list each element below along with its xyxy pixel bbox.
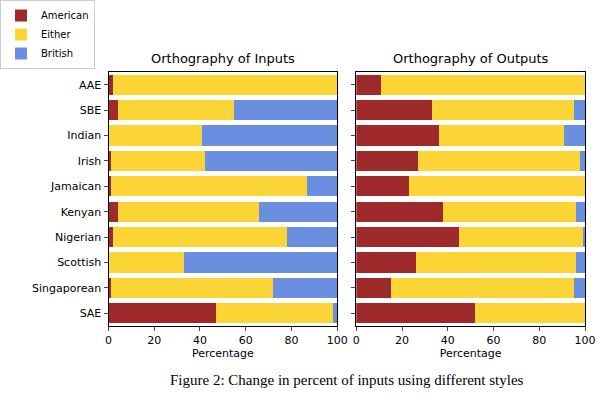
svg-text:100: 100	[575, 334, 596, 347]
svg-text:40: 40	[193, 334, 207, 347]
svg-text:60: 60	[487, 334, 501, 347]
svg-text:Orthography of Inputs: Orthography of Inputs	[151, 51, 295, 66]
svg-text:20: 20	[395, 334, 409, 347]
svg-text:SBE: SBE	[80, 104, 102, 117]
svg-text:Nigerian: Nigerian	[55, 231, 101, 244]
svg-text:SAE: SAE	[80, 307, 102, 320]
svg-text:Jamaican: Jamaican	[50, 180, 101, 193]
svg-text:0: 0	[105, 334, 112, 347]
svg-text:American: American	[41, 10, 89, 21]
svg-text:Percentage: Percentage	[192, 347, 254, 360]
svg-text:0: 0	[353, 334, 360, 347]
svg-text:Figure 2: Change in percent of: Figure 2: Change in percent of inputs us…	[170, 372, 524, 388]
svg-text:60: 60	[239, 334, 253, 347]
svg-text:British: British	[41, 48, 73, 59]
svg-text:Percentage: Percentage	[440, 347, 502, 360]
svg-text:20: 20	[147, 334, 161, 347]
svg-text:80: 80	[532, 334, 546, 347]
svg-text:40: 40	[441, 334, 455, 347]
svg-text:Indian: Indian	[67, 129, 101, 142]
svg-text:80: 80	[284, 334, 298, 347]
svg-text:Orthography of Outputs: Orthography of Outputs	[393, 51, 549, 66]
svg-text:100: 100	[327, 334, 348, 347]
svg-text:AAE: AAE	[79, 79, 101, 92]
svg-text:Either: Either	[41, 29, 72, 40]
svg-text:Singaporean: Singaporean	[32, 282, 101, 295]
svg-text:Irish: Irish	[78, 155, 102, 168]
svg-text:Kenyan: Kenyan	[61, 206, 102, 219]
svg-text:Scottish: Scottish	[57, 256, 101, 269]
